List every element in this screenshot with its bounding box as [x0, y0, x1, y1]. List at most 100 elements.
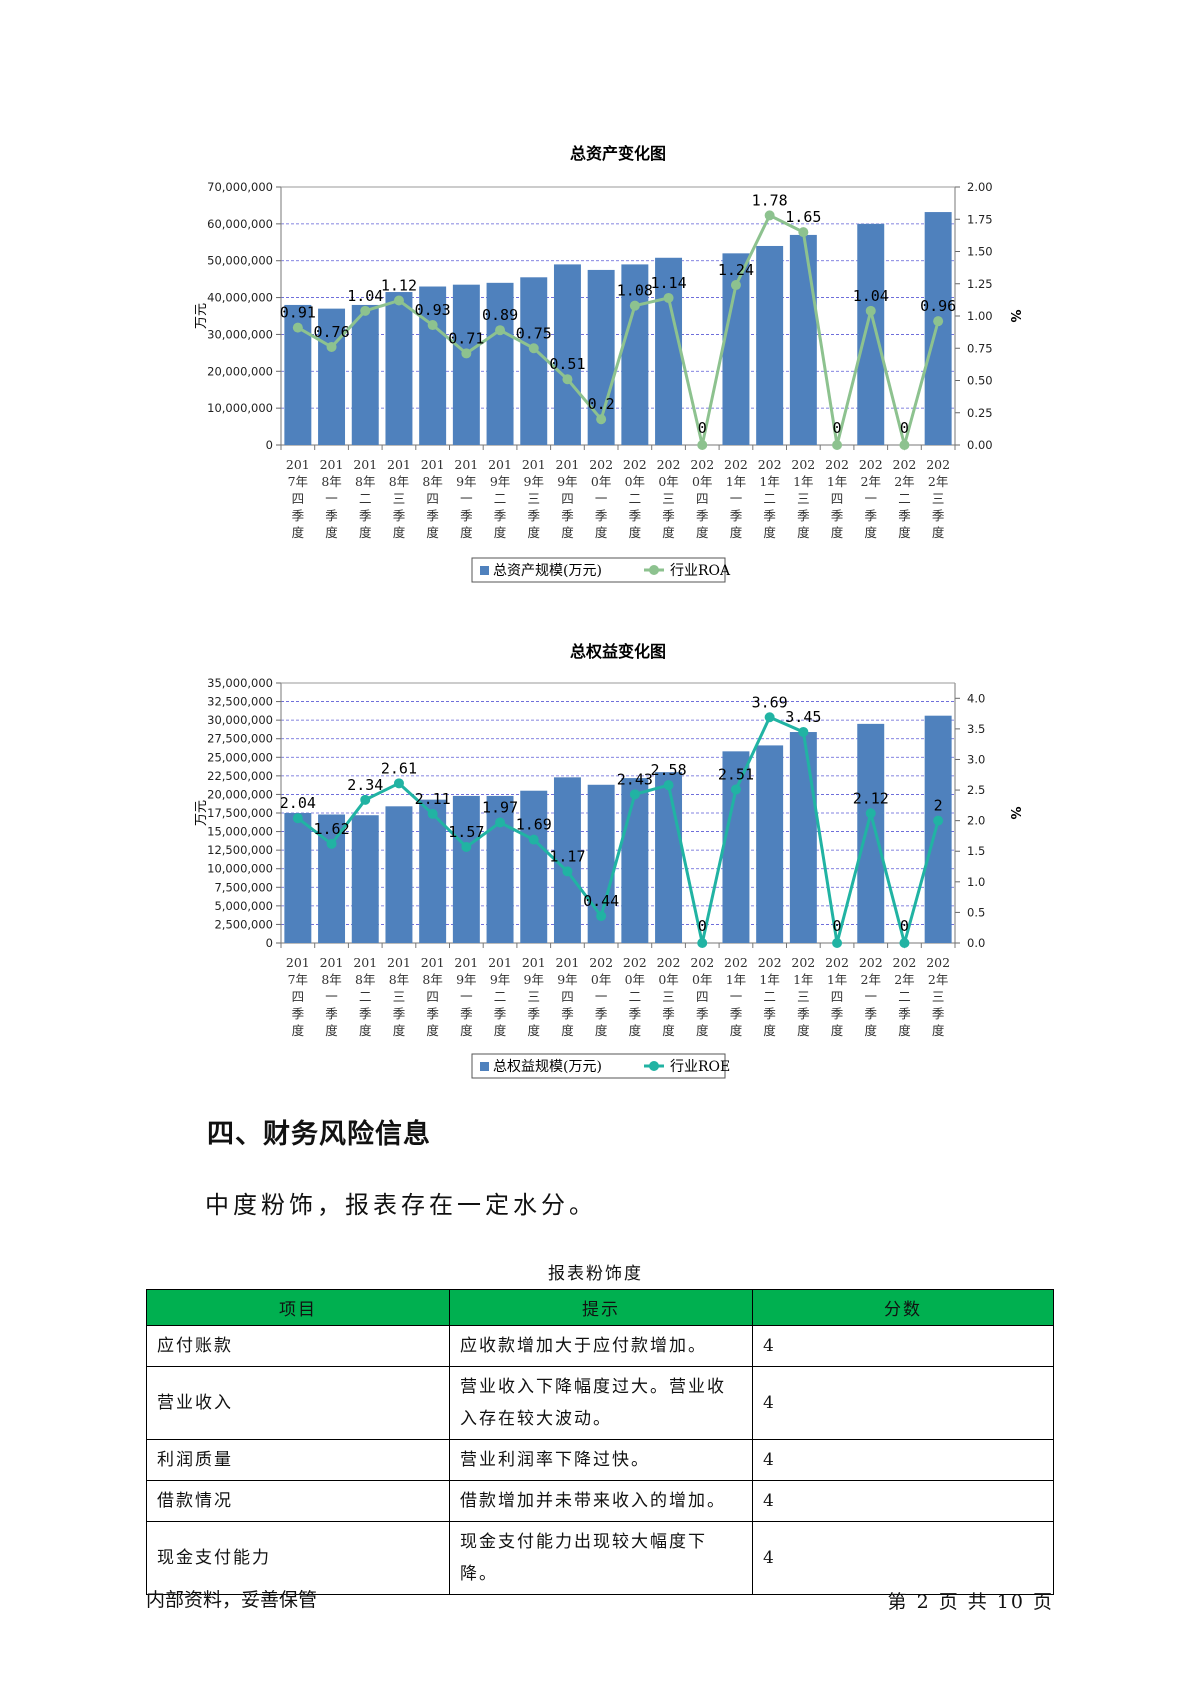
- row-item: 营业收入: [146, 1366, 450, 1440]
- x-tick-label: 9年: [557, 972, 577, 987]
- bar: [756, 245, 784, 445]
- row-score: 4: [752, 1439, 1054, 1481]
- y2-tick-label: 0.50: [967, 374, 993, 388]
- x-tick-label: 1年: [827, 474, 847, 489]
- x-tick-label: 季: [864, 508, 877, 523]
- x-tick-label: 四: [696, 989, 709, 1004]
- footer-confidential: 内部资料，妥善保管: [146, 1589, 318, 1611]
- x-tick-label: 季: [730, 508, 743, 523]
- x-tick-label: 度: [797, 1023, 810, 1038]
- x-tick-label: 度: [292, 1023, 305, 1038]
- y2-tick-label: 0.5: [967, 905, 985, 919]
- x-tick-label: 201: [522, 457, 546, 472]
- x-tick-label: 201: [488, 457, 512, 472]
- legend-line-marker: [649, 565, 659, 575]
- x-tick-label: 202: [623, 457, 647, 472]
- bar: [351, 815, 379, 943]
- bar: [553, 777, 581, 943]
- y-tick-label: 22,500,000: [207, 769, 273, 783]
- x-tick-label: 一: [595, 989, 608, 1004]
- row-item: 应付账款: [146, 1325, 450, 1367]
- x-tick-label: 三: [393, 491, 406, 506]
- x-tick-label: 202: [623, 955, 647, 970]
- table-row: 现金支付能力 现金支付能力出现较大幅度下降。 4: [146, 1521, 1054, 1595]
- x-tick-label: 季: [662, 508, 675, 523]
- x-tick-label: 201: [421, 955, 445, 970]
- y-tick-label: 20,000,000: [207, 364, 273, 378]
- y-tick-label: 30,000,000: [207, 327, 273, 341]
- x-tick-label: 202: [724, 955, 748, 970]
- x-tick-label: 2年: [861, 972, 881, 987]
- x-tick-label: 季: [359, 508, 372, 523]
- line-point: [629, 789, 640, 800]
- x-tick-label: 度: [561, 1023, 574, 1038]
- x-tick-label: 度: [662, 525, 675, 540]
- line-point: [326, 838, 337, 849]
- data-label: 2: [934, 797, 943, 815]
- line-point: [495, 817, 506, 828]
- x-tick-label: 202: [825, 457, 849, 472]
- x-tick-label: 1年: [726, 972, 746, 987]
- y-axis-title: 万元: [194, 303, 209, 329]
- line-point: [528, 343, 539, 354]
- line-point: [528, 834, 539, 845]
- x-tick-label: 度: [595, 1023, 608, 1038]
- x-tick-label: 度: [359, 1023, 372, 1038]
- risk-summary: 中度粉饰，报表存在一定水分。: [205, 1191, 597, 1219]
- x-tick-label: 二: [629, 989, 642, 1004]
- x-tick-label: 202: [657, 955, 681, 970]
- total-equity-chart-svg: 总权益变化图 0 2,500,000 5,000,000 7,500,000 10,000…: [194, 642, 1022, 1079]
- x-tick-label: 度: [763, 525, 776, 540]
- header-score: 分数: [752, 1289, 1054, 1326]
- x-tick-label: 8年: [422, 972, 442, 987]
- footer-page-number: 第 2 页 共 10 页: [887, 1591, 1054, 1613]
- chart-title: 总资产变化图: [570, 144, 666, 163]
- x-tick-label: 季: [696, 1006, 709, 1021]
- x-tick-label: 0年: [658, 474, 678, 489]
- y2-tick-label: 1.00: [967, 309, 993, 323]
- line-point: [562, 374, 573, 385]
- x-tick-label: 202: [859, 955, 883, 970]
- x-tick-label: 二: [494, 989, 507, 1004]
- x-tick-label: 二: [763, 989, 776, 1004]
- bar: [452, 795, 480, 943]
- x-tick-label: 度: [696, 525, 709, 540]
- y-tick-label: 25,000,000: [207, 750, 273, 764]
- x-tick-label: 四: [696, 491, 709, 506]
- x-tick-label: 202: [926, 955, 950, 970]
- x-tick-label: 季: [831, 508, 844, 523]
- data-label: 0.51: [549, 355, 585, 373]
- x-tick-label: 度: [730, 525, 743, 540]
- x-tick-label: 1年: [759, 474, 779, 489]
- data-label: 2.12: [853, 789, 889, 807]
- x-tick-label: 8年: [422, 474, 442, 489]
- bar: [318, 308, 346, 445]
- y2-tick-label: 0.00: [967, 438, 993, 452]
- x-tick-label: 2年: [861, 474, 881, 489]
- x-tick-label: 季: [696, 508, 709, 523]
- x-tick-label: 度: [325, 525, 338, 540]
- bar: [722, 751, 750, 943]
- data-label: 0.2: [588, 395, 615, 413]
- legend-box: [471, 557, 726, 583]
- line-point: [933, 316, 944, 327]
- x-tick-label: 2年: [928, 474, 948, 489]
- line-point: [697, 938, 708, 948]
- row-item: 现金支付能力: [146, 1521, 450, 1595]
- table-row: 借款情况 借款增加并未带来收入的增加。 4: [146, 1480, 1054, 1522]
- bar: [789, 732, 817, 943]
- x-tick-label: 0年: [658, 972, 678, 987]
- x-tick-label: 四: [426, 989, 439, 1004]
- x-tick-label: 度: [426, 525, 439, 540]
- x-tick-label: 度: [426, 1023, 439, 1038]
- y2-tick-label: 0.0: [967, 936, 985, 950]
- y2-tick-label: 0.25: [967, 406, 993, 420]
- x-tick-label: 四: [561, 989, 574, 1004]
- risk-table: 项目 提示 分数 应付账款 应收款增加大于应付款增加。 4 营业收入 营业收入下…: [146, 1289, 1054, 1595]
- x-tick-label: 度: [932, 525, 945, 540]
- y2-tick-label: 3.5: [967, 722, 985, 736]
- y2-tick-label: 1.25: [967, 277, 993, 291]
- y2-tick-label: 3.0: [967, 752, 985, 766]
- x-tick-label: 季: [864, 1006, 877, 1021]
- x-tick-label: 1年: [827, 972, 847, 987]
